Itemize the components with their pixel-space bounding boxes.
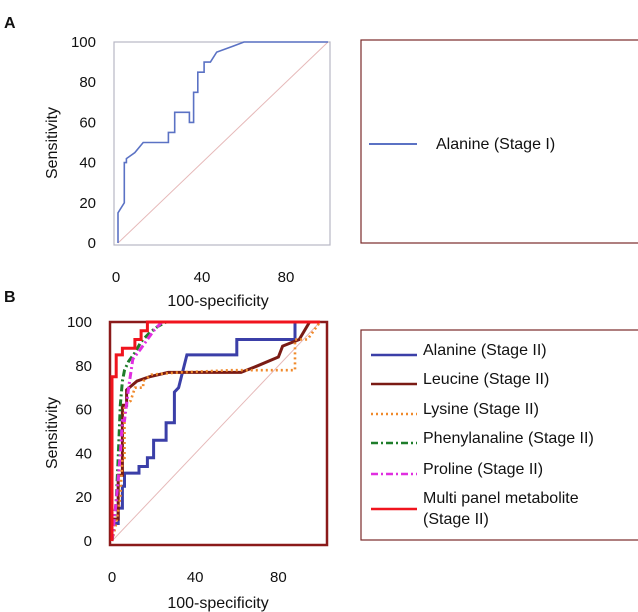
panel-b-reference-diagonal bbox=[111, 321, 321, 542]
panel-a-x-tick-80: 80 bbox=[278, 269, 295, 286]
panel-a-legend: Alanine (Stage I) bbox=[360, 39, 638, 244]
panel-b-legend-box bbox=[360, 329, 638, 541]
panel-a-y-tick-20: 20 bbox=[79, 195, 96, 212]
panel-b-y-tick-60: 60 bbox=[75, 402, 92, 419]
panel-a-y-tick-80: 80 bbox=[79, 74, 96, 91]
panel-a-y-tick-0: 0 bbox=[88, 235, 96, 252]
panel-b-y-tick-20: 20 bbox=[75, 489, 92, 506]
panel-b-series bbox=[110, 320, 322, 542]
panel-a-y-axis-label: Sensitivity bbox=[44, 107, 61, 179]
panel-a-series bbox=[117, 41, 328, 243]
panel-a-x-axis-label: 100-specificity bbox=[167, 293, 268, 310]
legend-label-proline-stage-ii: Proline (Stage II) bbox=[423, 461, 543, 478]
panel-b-chart: 0 20 40 60 80 100 0 40 80 Sensitivity 100-specif… bbox=[44, 314, 329, 612]
legend-label-alanine-stage-i: Alanine (Stage I) bbox=[436, 136, 555, 153]
panel-b-y-tick-80: 80 bbox=[75, 358, 92, 375]
legend-label-phenylanaline-stage-ii: Phenylanaline (Stage II) bbox=[423, 430, 594, 447]
panel-b-legend: Alanine (Stage II) Leucine (Stage II) Lysi… bbox=[360, 329, 638, 541]
panel-a-legend-box bbox=[360, 39, 638, 244]
panel-a-ticks: 0 20 40 60 80 100 0 40 80 bbox=[71, 34, 294, 286]
panel-a-plot-frame bbox=[113, 41, 331, 246]
panel-a-reference-diagonal bbox=[117, 41, 329, 244]
panel-a-x-tick-0: 0 bbox=[112, 269, 120, 286]
legend-label-leucine-stage-ii: Leucine (Stage II) bbox=[423, 371, 549, 388]
roc-curve-alanine-stage-i bbox=[117, 41, 328, 243]
roc-curve-alanine-stage-ii bbox=[110, 320, 320, 541]
panel-b-x-tick-40: 40 bbox=[187, 569, 204, 586]
panel-a-y-tick-40: 40 bbox=[79, 155, 96, 172]
panel-a-x-tick-40: 40 bbox=[194, 269, 211, 286]
panel-b-ticks: 0 20 40 60 80 100 0 40 80 bbox=[67, 314, 287, 586]
panel-a-label: A bbox=[4, 15, 16, 32]
panel-b-y-tick-40: 40 bbox=[75, 445, 92, 462]
roc-curve-multi-panel-metabolite-stage-ii bbox=[110, 320, 320, 541]
panel-b-x-tick-0: 0 bbox=[108, 569, 116, 586]
roc-curve-lysine-stage-ii bbox=[110, 321, 322, 542]
panel-b-y-tick-100: 100 bbox=[67, 314, 92, 331]
legend-label-multi-panel-metabolite-stage-ii: Multi panel metabolite bbox=[423, 490, 579, 507]
panel-b-label: B bbox=[4, 289, 16, 306]
panel-a-y-tick-60: 60 bbox=[79, 114, 96, 131]
panel-b-x-axis-label: 100-specificity bbox=[167, 595, 268, 612]
panel-b-y-axis-label: Sensitivity bbox=[44, 397, 61, 469]
panel-a-y-tick-100: 100 bbox=[71, 34, 96, 51]
legend-label-alanine-stage-ii: Alanine (Stage II) bbox=[423, 342, 547, 359]
legend-label-lysine-stage-ii: Lysine (Stage II) bbox=[423, 401, 539, 418]
roc-curve-proline-stage-ii bbox=[110, 320, 320, 542]
panel-b-x-tick-80: 80 bbox=[270, 569, 287, 586]
legend-label-multi-panel-metabolite-stage-ii-line-2: (Stage II) bbox=[423, 511, 489, 528]
panel-b-y-tick-0: 0 bbox=[84, 533, 92, 550]
panel-a-chart: 0 20 40 60 80 100 0 40 80 Sensitivity 100-specif… bbox=[44, 34, 331, 310]
